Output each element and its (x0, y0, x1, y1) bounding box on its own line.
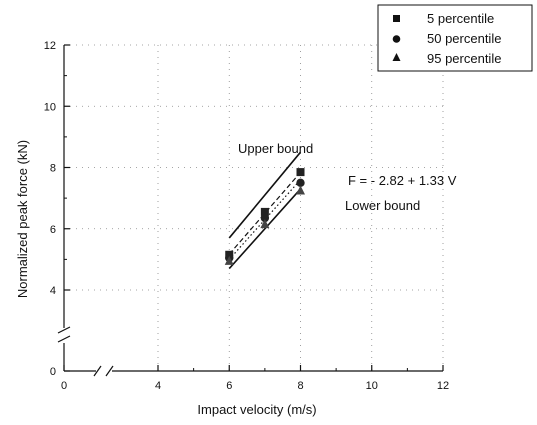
x-tick-label: 0 (61, 380, 67, 392)
marker-square (260, 207, 269, 216)
legend-triangle-marker (392, 53, 401, 61)
x-axis-break-mark (93, 365, 102, 377)
fit-line-solid (228, 151, 302, 239)
y-tick-label: 0 (50, 366, 56, 378)
legend-square-marker (393, 15, 400, 22)
marker-circle (260, 213, 270, 223)
x-axis-label: Impact velocity (m/s) (197, 402, 316, 417)
legend: 5 percentile 50 percentile 95 percentile (377, 4, 533, 72)
equation-label: F = - 2.82 + 1.33 V (348, 173, 457, 188)
x-tick-label: 8 (297, 380, 303, 392)
y-axis-break-mark (57, 335, 71, 343)
upper-bound-label: Upper bound (238, 141, 313, 156)
fit-line-dashed (228, 172, 301, 255)
marker-triangle (224, 255, 234, 265)
grid (64, 44, 444, 371)
y-axis-label: Normalized peak force (kN) (15, 140, 30, 298)
legend-label-50: 50 percentile (427, 31, 501, 46)
marker-triangle (260, 219, 270, 229)
x-tick-label: 10 (366, 380, 378, 392)
legend-label-95: 95 percentile (427, 51, 501, 66)
x-tick-label: 4 (155, 380, 161, 392)
y-axis-break-mark (57, 326, 71, 334)
axes (57, 44, 444, 377)
y-tick-label: 6 (50, 224, 56, 236)
lower-bound-label: Lower bound (345, 198, 420, 213)
legend-label-5: 5 percentile (427, 11, 494, 26)
x-axis-break-mark (105, 365, 114, 377)
legend-box (377, 4, 533, 72)
y-tick-label: 12 (44, 40, 56, 52)
marker-triangle (296, 185, 305, 195)
x-tick-label: 12 (437, 380, 449, 392)
legend-circle-marker (392, 35, 401, 43)
tick-labels: 0 4 6 8 10 12 0 4 6 8 10 12 (44, 40, 449, 392)
y-tick-label: 4 (50, 285, 56, 297)
y-tick-label: 8 (50, 163, 56, 175)
x-tick-label: 6 (226, 380, 232, 392)
fit-line-solid (228, 188, 302, 270)
marker-circle (296, 178, 305, 188)
marker-square (296, 168, 305, 177)
data-markers (224, 168, 305, 265)
y-tick-label: 10 (44, 101, 56, 113)
